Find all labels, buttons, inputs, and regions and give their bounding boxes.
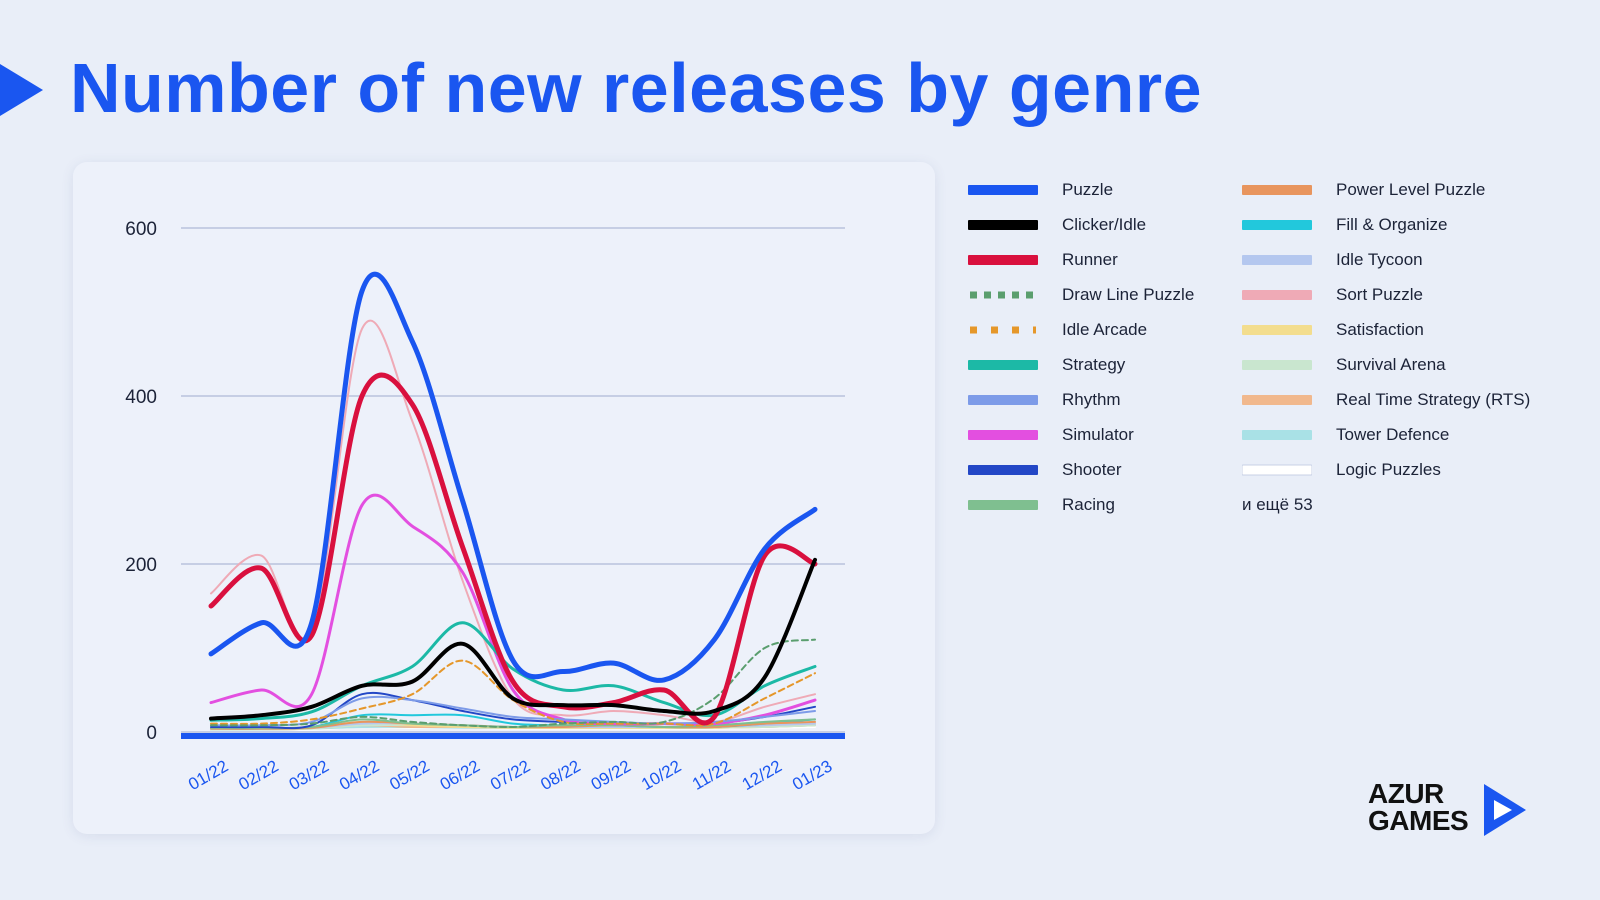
legend-more-label: и ещё 53 [1242, 495, 1313, 514]
legend-label: Simulator [1062, 424, 1134, 444]
legend-swatch [968, 218, 1038, 232]
legend-swatch [968, 393, 1038, 407]
legend-label: Runner [1062, 249, 1118, 269]
legend-swatch [1242, 393, 1312, 407]
logo-line-1: AZUR [1368, 778, 1444, 809]
x-tick-label: 10/22 [638, 756, 684, 794]
x-tick-label: 04/22 [336, 756, 382, 794]
legend-item: Logic Puzzles [1242, 452, 1582, 487]
legend-label: Draw Line Puzzle [1062, 284, 1195, 304]
legend-label: Real Time Strategy (RTS) [1336, 389, 1531, 409]
legend-item: Power Level Puzzle [1242, 172, 1582, 207]
legend-item: Racing [968, 487, 1242, 522]
x-tick-label: 12/22 [739, 756, 785, 794]
legend-swatch [968, 358, 1038, 372]
legend-swatch [1242, 253, 1312, 267]
series-line-rhythm [210, 695, 816, 727]
legend-item: Tower Defence [1242, 417, 1582, 452]
legend-label: Logic Puzzles [1336, 459, 1441, 479]
legend-label: Puzzle [1062, 179, 1114, 199]
play-triangle-icon [1484, 784, 1526, 836]
legend-swatch [968, 428, 1038, 442]
legend-label: Fill & Organize [1336, 214, 1448, 234]
legend-label: Idle Arcade [1062, 319, 1148, 339]
legend-label: Power Level Puzzle [1336, 179, 1486, 199]
legend-label: Sort Puzzle [1336, 284, 1423, 304]
legend-swatch [968, 288, 1038, 302]
chart-card: 0 200 400 600 01/22 02/22 03/22 04/22 05/22 06/22… [73, 162, 935, 834]
legend-item: Satisfaction [1242, 312, 1582, 347]
legend-item: Puzzle [968, 172, 1242, 207]
azur-games-logo: AZUR GAMES [1368, 778, 1528, 838]
logo-line-2: GAMES [1368, 805, 1469, 836]
legend-swatch [968, 253, 1038, 267]
chart-legend: Puzzle Power Level Puzzle Clicker/Idle Fill… [968, 172, 1582, 522]
legend-swatch [1242, 323, 1312, 337]
x-tick-label: 03/22 [286, 756, 332, 794]
legend-swatch [1242, 358, 1312, 372]
legend-swatch [968, 498, 1038, 512]
series-line-clicker-idle [209, 557, 817, 721]
series-line-puzzle [208, 271, 818, 683]
legend-swatch [1242, 463, 1312, 477]
legend-item: Simulator [968, 417, 1242, 452]
x-tick-label: 08/22 [537, 756, 583, 794]
legend-swatch [968, 463, 1038, 477]
x-tick-label: 01/23 [789, 756, 835, 794]
legend-label: Idle Tycoon [1336, 249, 1423, 269]
y-tick-label: 400 [125, 387, 157, 408]
legend-item: Rhythm [968, 382, 1242, 417]
legend-label: Strategy [1062, 354, 1126, 374]
legend-item: Idle Arcade [968, 312, 1242, 347]
legend-item: Runner [968, 242, 1242, 277]
line-chart: 0 200 400 600 01/22 02/22 03/22 04/22 05/22 06/22… [125, 219, 845, 794]
legend-swatch [968, 183, 1038, 197]
x-tick-label: 06/22 [437, 756, 483, 794]
legend-item: Strategy [968, 347, 1242, 382]
legend-swatch [1242, 218, 1312, 232]
series-line-draw-line-puzzle [210, 638, 816, 729]
x-tick-label: 07/22 [487, 756, 533, 794]
legend-swatch [1242, 183, 1312, 197]
series-line-runner [208, 372, 818, 726]
y-tick-label: 0 [146, 723, 157, 744]
x-tick-label: 05/22 [386, 756, 432, 794]
legend-item: Survival Arena [1242, 347, 1582, 382]
x-tick-label: 01/22 [185, 756, 231, 794]
legend-item: Idle Tycoon [1242, 242, 1582, 277]
legend-label: Tower Defence [1336, 424, 1450, 444]
legend-item: Fill & Organize [1242, 207, 1582, 242]
x-tick-label: 09/22 [588, 756, 634, 794]
legend-swatch [1242, 428, 1312, 442]
legend-item: Real Time Strategy (RTS) [1242, 382, 1582, 417]
page-title: Number of new releases by genre [70, 49, 1203, 127]
legend-swatch [968, 323, 1038, 337]
y-tick-label: 200 [125, 555, 157, 576]
legend-label: Satisfaction [1336, 319, 1424, 339]
x-tick-label: 11/22 [689, 757, 734, 794]
legend-swatch [1242, 288, 1312, 302]
legend-item: Clicker/Idle [968, 207, 1242, 242]
y-tick-label: 600 [125, 219, 157, 240]
legend-item: Sort Puzzle [1242, 277, 1582, 312]
legend-label: Racing [1062, 494, 1115, 514]
legend-label: Shooter [1062, 459, 1122, 479]
legend-label: Clicker/Idle [1062, 214, 1147, 234]
x-tick-label: 02/22 [235, 756, 281, 794]
legend-label: Survival Arena [1336, 354, 1446, 374]
legend-label: Rhythm [1062, 389, 1121, 409]
legend-item: Draw Line Puzzle [968, 277, 1242, 312]
title-arrow-icon [0, 64, 43, 116]
legend-item: Shooter [968, 452, 1242, 487]
